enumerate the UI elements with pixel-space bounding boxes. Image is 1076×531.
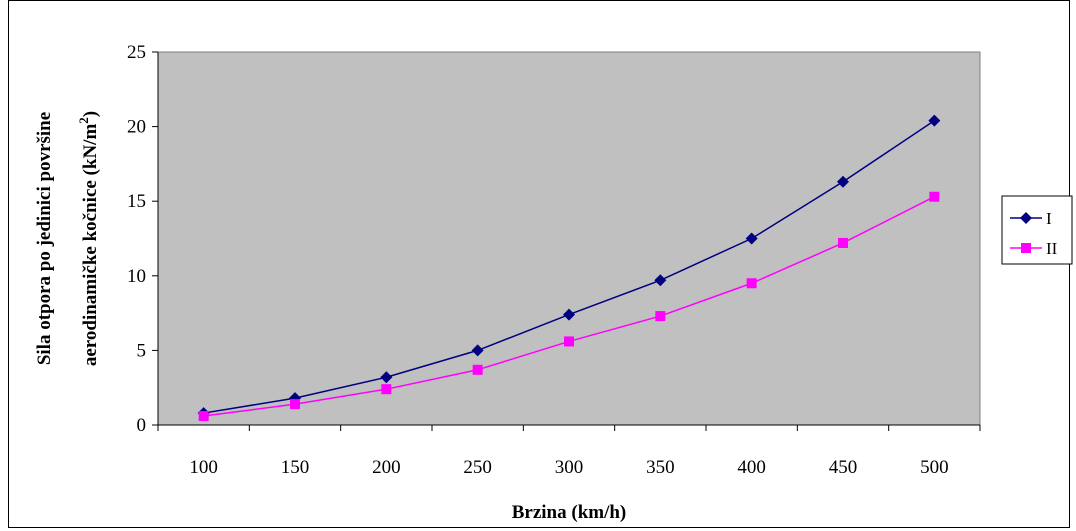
series-II [198, 191, 940, 422]
x-tick-label: 250 [463, 457, 492, 478]
y-axis-title-line-1: Sila otpora po jedinici površine [34, 112, 55, 365]
y-tick-label: 25 [127, 42, 146, 63]
y-tick-label: 5 [137, 340, 147, 361]
x-tick-label: 450 [829, 457, 858, 478]
legend-box [1001, 195, 1073, 265]
x-tick-label: 350 [646, 457, 675, 478]
x-tick-label: 300 [555, 457, 584, 478]
legend-marker-I [1020, 212, 1032, 224]
data-point-I [654, 274, 667, 287]
x-axis: 100 150 200 250 300 350 400 450 500 [157, 424, 981, 478]
y-tick-label: 10 [127, 266, 146, 287]
plot-area [157, 51, 981, 426]
y-tick-label: 15 [127, 191, 146, 212]
data-point-II [472, 364, 483, 375]
legend-label-I: I [1046, 209, 1052, 228]
data-point-II [198, 411, 209, 422]
y-axis-title-main: aerodinamičke kočnice (kN/m [80, 124, 101, 367]
data-point-I [471, 344, 484, 357]
x-axis-title: Brzina (km/h) [512, 502, 627, 523]
data-point-I [837, 175, 849, 188]
data-point-I [745, 232, 758, 245]
y-tick-label: 20 [127, 117, 146, 138]
data-point-II [838, 237, 848, 248]
legend-marker-II [1021, 243, 1031, 253]
data-point-II [746, 278, 757, 289]
data-point-II [929, 191, 940, 202]
data-point-II [290, 399, 300, 410]
y-axis: 0 5 10 15 20 25 [127, 42, 159, 436]
data-point-II [564, 336, 574, 347]
data-point-I [563, 308, 575, 321]
x-tick-label: 100 [189, 457, 218, 478]
data-point-I [928, 114, 941, 127]
y-axis-title-superscript: 2 [76, 117, 91, 124]
y-axis-title: Sila otpora po jedinici površine aerodin… [34, 111, 101, 366]
x-tick-label: 150 [281, 457, 310, 478]
series-layer [197, 114, 941, 422]
y-tick-label: 0 [137, 415, 147, 436]
data-point-II [655, 311, 666, 322]
y-axis-title-line-2: aerodinamičke kočnice (kN/m2) [76, 111, 101, 366]
y-axis-title-close: ) [80, 111, 101, 117]
legend: III [1001, 195, 1073, 265]
data-point-I [380, 371, 393, 384]
x-tick-label: 400 [737, 457, 766, 478]
x-tick-label: 200 [372, 457, 401, 478]
data-point-II [381, 384, 392, 395]
legend-label-II: II [1046, 239, 1058, 258]
x-tick-label: 500 [920, 457, 949, 478]
